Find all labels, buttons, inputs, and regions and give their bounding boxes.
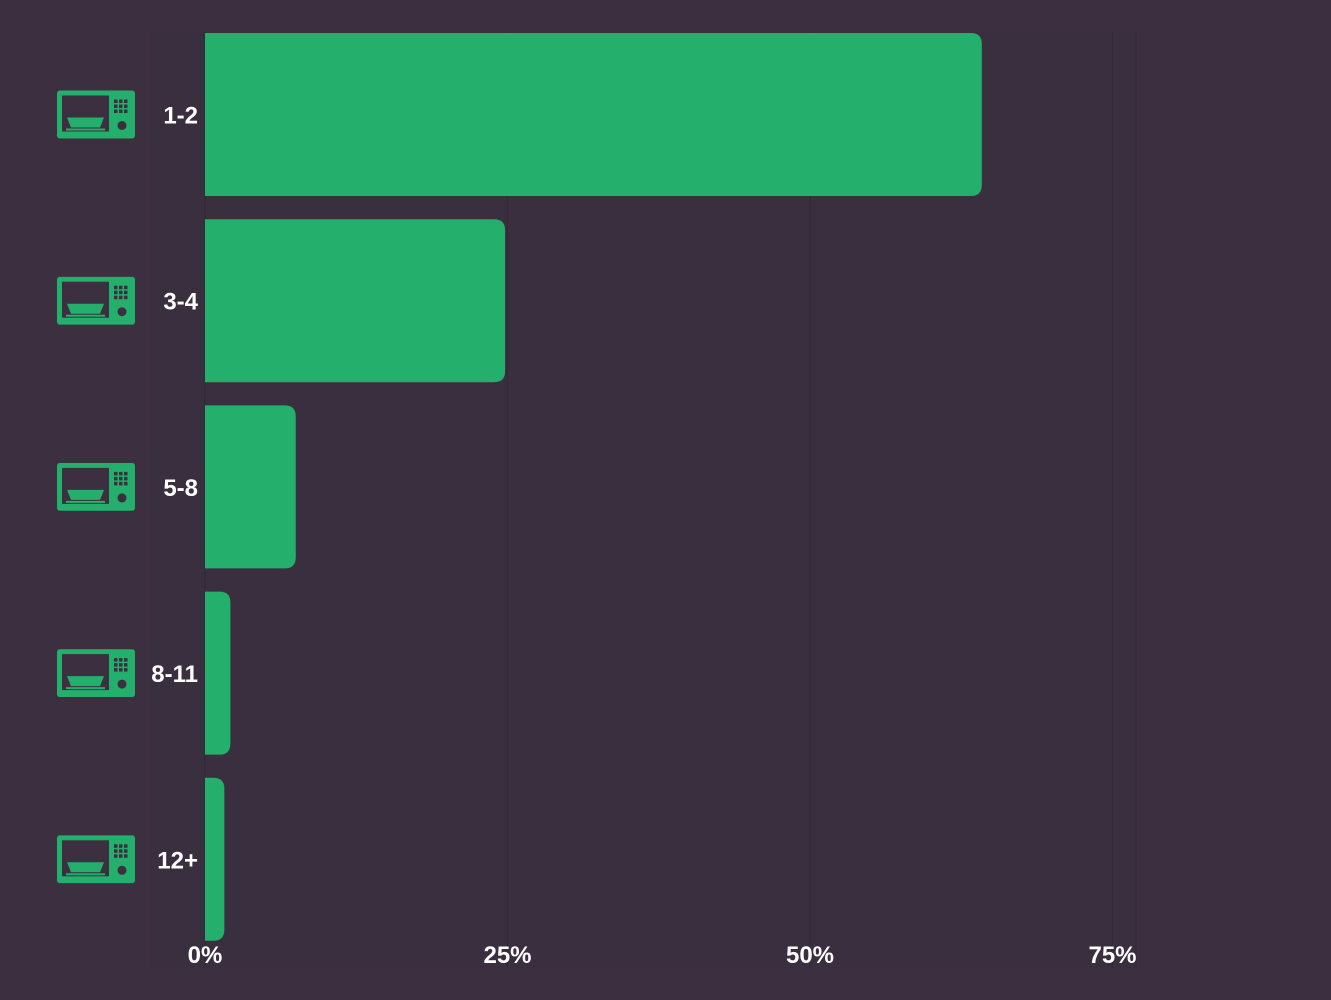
category-label-1-2: 1-2 bbox=[163, 103, 198, 130]
x-tick-label-2: 50% bbox=[786, 942, 834, 969]
category-icons bbox=[57, 90, 135, 884]
microwave-icon bbox=[57, 649, 135, 698]
x-tick-label-0: 0% bbox=[188, 942, 223, 969]
microwave-icon bbox=[57, 835, 135, 884]
category-labels: 1-2 3-4 5-8 8-11 12+ bbox=[151, 103, 198, 875]
category-label-5-8: 5-8 bbox=[163, 475, 198, 502]
x-tick-label-1: 25% bbox=[483, 942, 531, 969]
x-axis-tick-labels: 0% 25% 50% 75% bbox=[188, 942, 1137, 969]
bar-12+ bbox=[205, 777, 225, 941]
category-label-8-11: 8-11 bbox=[151, 661, 198, 688]
bar-3-4 bbox=[205, 219, 506, 383]
bar-8-11 bbox=[205, 591, 231, 755]
category-label-12+: 12+ bbox=[157, 847, 198, 874]
microwave-icon bbox=[57, 276, 135, 325]
category-label-3-4: 3-4 bbox=[163, 289, 198, 316]
bars bbox=[205, 33, 982, 941]
microwave-icon bbox=[57, 462, 135, 511]
microwave-icon bbox=[57, 90, 135, 139]
bar-5-8 bbox=[205, 405, 296, 569]
x-tick-label-3: 75% bbox=[1088, 942, 1136, 969]
bar-1-2 bbox=[205, 33, 982, 196]
